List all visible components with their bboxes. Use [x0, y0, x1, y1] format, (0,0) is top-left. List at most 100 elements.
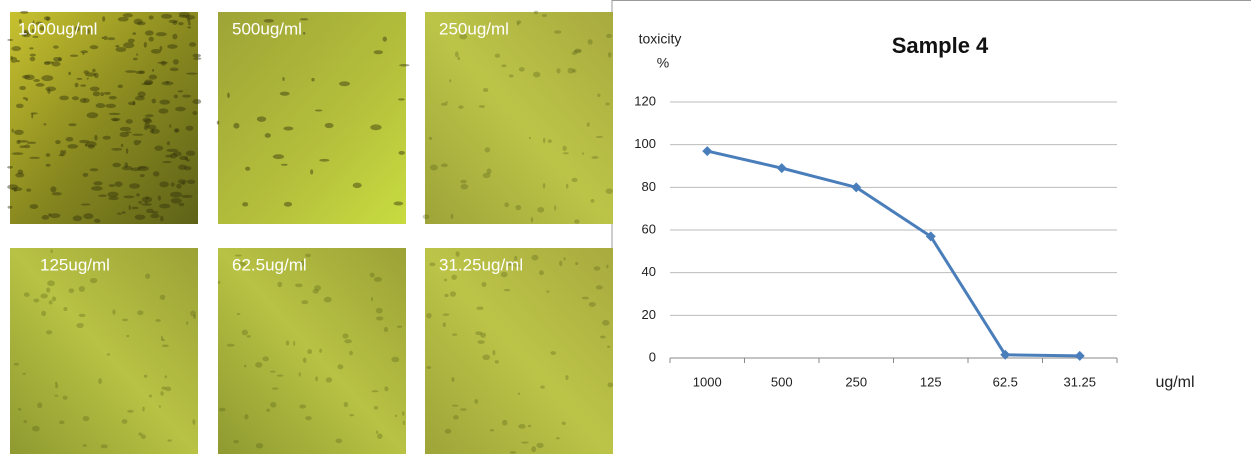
cell-texture — [550, 351, 556, 355]
cell-texture — [91, 186, 103, 191]
cell-texture — [132, 32, 136, 35]
x-axis-label: ug/ml — [1155, 374, 1194, 391]
cell-texture — [528, 425, 531, 428]
cell-texture — [160, 216, 164, 222]
cell-texture — [48, 213, 51, 216]
cell-texture — [144, 80, 153, 85]
cell-texture — [270, 371, 276, 373]
cell-texture — [112, 163, 121, 168]
cell-texture — [24, 292, 30, 297]
cell-texture — [160, 391, 163, 396]
cell-texture — [79, 140, 89, 143]
cell-texture — [30, 204, 39, 209]
cell-texture — [126, 119, 133, 124]
cell-texture — [94, 73, 99, 79]
cell-texture — [564, 257, 566, 260]
cell-texture — [19, 145, 25, 148]
cell-texture — [247, 335, 251, 338]
cell-texture — [30, 54, 36, 57]
cell-texture — [397, 326, 402, 328]
cell-texture — [27, 142, 36, 144]
cell-texture — [574, 49, 582, 53]
micrograph — [218, 12, 406, 224]
cell-texture — [273, 154, 284, 159]
cell-texture — [131, 168, 141, 172]
cell-texture — [107, 353, 111, 355]
cell-texture — [170, 67, 179, 71]
cell-texture — [75, 83, 79, 88]
cell-texture — [483, 173, 491, 178]
cell-texture — [531, 446, 536, 452]
cell-texture — [217, 121, 219, 125]
cell-texture — [325, 123, 334, 128]
cell-texture — [315, 109, 323, 111]
cell-texture — [153, 171, 159, 176]
cell-texture — [107, 37, 115, 40]
cell-texture — [515, 205, 521, 210]
cell-texture — [391, 357, 399, 363]
cell-texture — [81, 204, 91, 206]
cell-texture — [122, 211, 126, 214]
cell-texture — [137, 310, 143, 315]
cell-texture — [131, 207, 138, 210]
cell-texture — [63, 307, 67, 311]
cell-texture — [52, 297, 56, 302]
cell-texture — [451, 214, 454, 219]
cell-texture — [554, 205, 556, 210]
cell-texture — [100, 92, 104, 96]
cell-texture — [121, 144, 123, 148]
cell-texture — [266, 409, 270, 412]
cell-texture — [451, 377, 454, 382]
x-tick-label: 250 — [845, 374, 867, 389]
cell-texture — [93, 91, 100, 96]
cell-texture — [85, 144, 88, 147]
chart-title: Sample 4 — [892, 33, 989, 58]
cell-texture — [504, 289, 511, 291]
cell-texture — [14, 130, 24, 135]
cell-texture — [96, 103, 106, 108]
cell-texture — [126, 148, 128, 154]
cell-texture — [353, 183, 362, 188]
cell-texture — [539, 270, 544, 275]
cell-texture — [190, 311, 196, 317]
cell-texture — [133, 58, 138, 61]
cell-texture — [543, 138, 545, 144]
y-tick-label: 60 — [642, 221, 656, 236]
cell-texture — [376, 308, 383, 314]
cell-texture — [159, 405, 161, 407]
cell-texture — [125, 131, 131, 133]
cell-texture — [150, 128, 160, 133]
cell-texture — [41, 75, 53, 81]
cell-texture — [442, 313, 449, 315]
cell-texture — [426, 366, 431, 369]
x-tick-label: 1000 — [693, 374, 722, 389]
cell-texture — [120, 127, 131, 131]
cell-texture — [117, 213, 122, 215]
cell-texture — [90, 87, 100, 92]
cell-texture — [445, 429, 452, 434]
cell-texture — [310, 169, 313, 174]
cell-texture — [597, 94, 600, 97]
cell-texture — [504, 202, 509, 207]
cell-texture — [193, 54, 201, 58]
cell-texture — [324, 297, 332, 303]
cell-texture — [529, 137, 531, 140]
cell-texture — [398, 151, 405, 155]
cell-texture — [602, 320, 609, 326]
cell-texture — [59, 420, 65, 424]
cell-texture — [556, 437, 560, 439]
cell-texture — [52, 192, 62, 195]
cell-texture — [149, 75, 157, 80]
cell-texture — [282, 77, 284, 81]
cell-texture — [140, 174, 145, 177]
y-tick-label: 80 — [642, 179, 656, 194]
x-tick-label: 125 — [920, 374, 942, 389]
cell-texture — [98, 378, 102, 384]
cell-texture — [218, 281, 220, 284]
cell-texture — [588, 39, 593, 44]
cell-texture — [128, 102, 135, 106]
cell-texture — [122, 319, 128, 322]
cell-texture — [144, 126, 148, 130]
cell-texture — [474, 399, 478, 404]
cell-texture — [429, 263, 435, 267]
